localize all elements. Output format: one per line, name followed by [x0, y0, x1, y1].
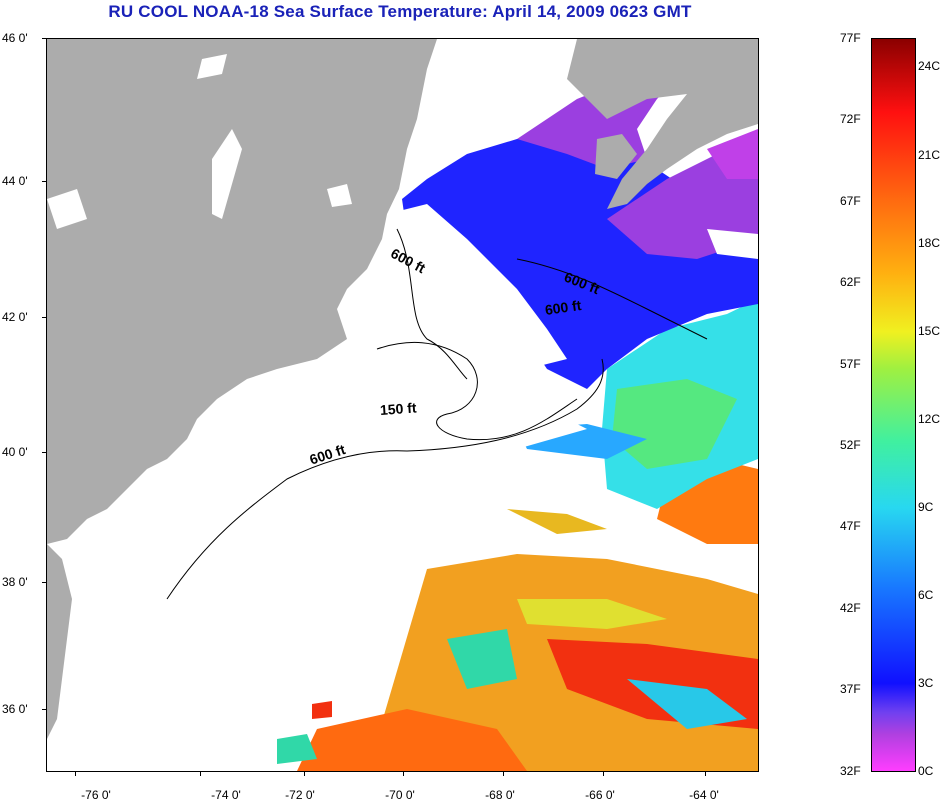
- colorbar-f-label: 37F: [840, 682, 861, 696]
- colorbar-c-label: 6C: [918, 588, 934, 602]
- temperature-colorbar: [871, 38, 916, 772]
- lon-label-76: -76 0': [81, 788, 111, 802]
- lat-label-46: 46 0': [2, 31, 28, 45]
- lon-label-74: -74 0': [211, 788, 241, 802]
- land-mainland: [47, 39, 437, 544]
- sst-map-canvas: [47, 39, 758, 771]
- colorbar-c-label: 21C: [918, 148, 941, 162]
- lon-label-72: -72 0': [285, 788, 315, 802]
- contour-600ft-east: [516, 258, 708, 340]
- colorbar-c-label: 18C: [918, 236, 941, 250]
- colorbar-f-label: 57F: [840, 357, 861, 371]
- lon-label-68: -68 0': [485, 788, 515, 802]
- colorbar-f-label: 77F: [840, 31, 861, 45]
- colorbar-f-label: 62F: [840, 275, 861, 289]
- contour-600ft-gom: [396, 228, 468, 380]
- colorbar-c-label: 0C: [918, 764, 934, 778]
- colorbar-c-label: 15C: [918, 324, 941, 338]
- lat-label-38: 38 0': [2, 575, 28, 589]
- colorbar-c-label: 3C: [918, 676, 934, 690]
- scotian-shelf: [607, 139, 758, 259]
- land-nova-scotia: [567, 39, 758, 209]
- lon-label-66: -66 0': [585, 788, 615, 802]
- lat-label-42: 42 0': [2, 310, 28, 324]
- lat-label-44: 44 0': [2, 174, 28, 188]
- colorbar-c-label: 24C: [918, 59, 941, 73]
- colorbar-c-label: 12C: [918, 412, 941, 426]
- colorbar-f-label: 67F: [840, 194, 861, 208]
- colorbar-c-label: 9C: [918, 500, 934, 514]
- contour-label-150ft: 150 ft: [379, 399, 418, 418]
- map-title: RU COOL NOAA-18 Sea Surface Temperature:…: [108, 2, 692, 21]
- contour-150ft: [376, 341, 578, 441]
- colorbar-f-label: 47F: [840, 519, 861, 533]
- gulf-stream-south: [297, 709, 527, 771]
- lon-label-64: -64 0': [689, 788, 719, 802]
- lat-label-40: 40 0': [2, 445, 28, 459]
- colorbar-f-label: 52F: [840, 438, 861, 452]
- colorbar-f-label: 32F: [840, 764, 861, 778]
- lon-label-70: -70 0': [385, 788, 415, 802]
- colorbar-f-label: 72F: [840, 112, 861, 126]
- sst-map: [46, 38, 759, 772]
- lat-label-36: 36 0': [2, 702, 28, 716]
- colorbar-f-label: 42F: [840, 601, 861, 615]
- contour-600ft-shelf: [166, 358, 604, 600]
